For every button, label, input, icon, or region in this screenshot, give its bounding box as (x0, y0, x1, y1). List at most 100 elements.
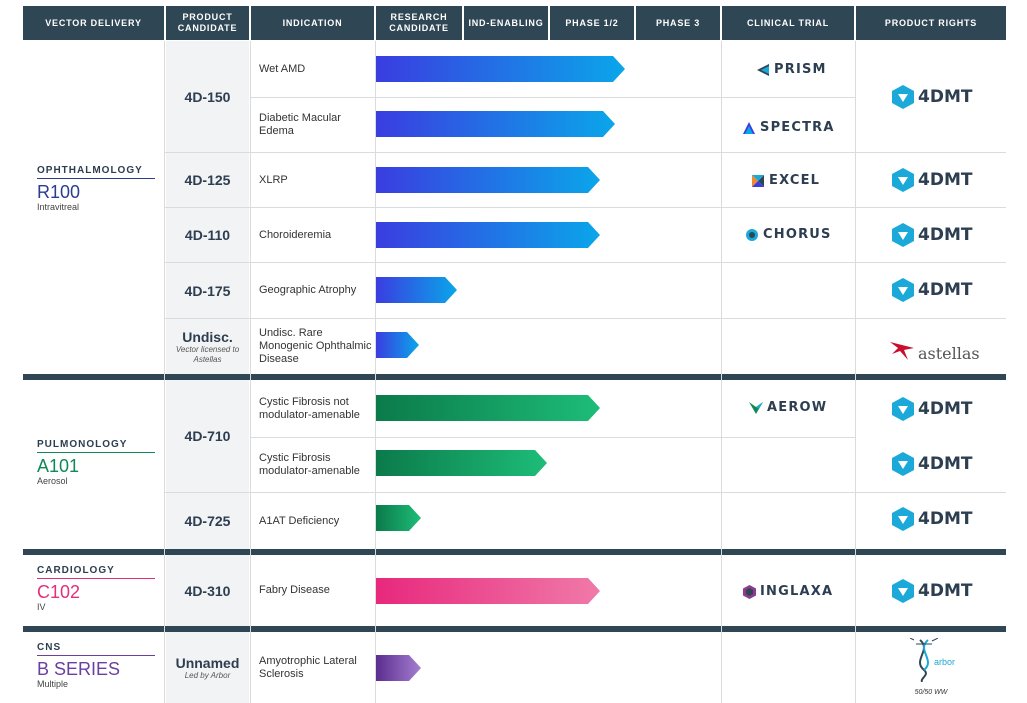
candidate-4d-110: 4D-110 (166, 208, 249, 262)
candidate-4d-175: 4D-175 (166, 263, 249, 318)
4dmt-icon (892, 223, 914, 247)
4dmt-icon (892, 579, 914, 603)
area-underline (37, 178, 155, 179)
trial-name: CHORUS (763, 227, 832, 242)
area-pulmonology: PULMONOLOGY A101 Aerosol (37, 439, 162, 486)
candidate-note: Led by Arbor (184, 670, 231, 680)
indication-cell: Geographic Atrophy (251, 263, 374, 318)
progress-arrow (376, 505, 421, 531)
progress-arrow (376, 395, 600, 421)
rights-4dmt: 4DMT (892, 507, 972, 531)
indication-text: Fabry Disease (259, 584, 330, 596)
rights-label: astellas (918, 344, 980, 363)
progress-arrow (376, 167, 600, 193)
progress-arrow (376, 332, 419, 358)
indication-cell: Cystic Fibrosis modulator-amenable (251, 438, 374, 492)
candidate-name: 4D-110 (184, 227, 231, 243)
rights-label: 4DMT (918, 225, 973, 245)
4dmt-icon (892, 452, 914, 476)
rights-label: 4DMT (918, 581, 973, 601)
header-ind-enabling: IND-ENABLING (464, 6, 548, 40)
trial-logo-spectra: SPECTRA (742, 120, 835, 135)
chorus-icon (746, 228, 758, 241)
candidate-name: 4D-175 (184, 282, 231, 299)
trial-name: PRISM (774, 62, 827, 77)
area-name: OPHTHALMOLOGY (37, 165, 143, 176)
candidate-name: 4D-310 (184, 582, 231, 599)
indication-text: Wet AMD (259, 62, 306, 75)
header-vector-delivery: VECTOR DELIVERY (23, 6, 164, 40)
candidate-4d-125: 4D-125 (166, 153, 249, 207)
trial-name: AEROW (767, 400, 828, 415)
progress-bar (376, 56, 625, 82)
arbor-dna-icon: arbor biotech (909, 637, 987, 683)
indication-text: XLRP (259, 173, 288, 186)
progress-bar (376, 395, 600, 421)
area-cardiology: CARDIOLOGY C102 IV (37, 565, 162, 612)
area-route: Multiple (37, 679, 69, 689)
candidate-undisclosed: Undisc. Vector licensed to Astellas (166, 319, 249, 374)
progress-arrow (376, 277, 457, 303)
progress-arrow (376, 222, 600, 248)
trial-name: INGLAXA (760, 584, 834, 599)
candidate-name: 4D-125 (184, 172, 231, 188)
indication-cell: Undisc. Rare Monogenic Ophthalmic Diseas… (251, 319, 374, 374)
progress-bar (376, 111, 615, 137)
candidate-4d-310: 4D-310 (166, 555, 249, 626)
progress-bar (376, 222, 600, 248)
rights-label: 4DMT (918, 170, 973, 190)
progress-bar (376, 167, 600, 193)
indication-cell: Amyotrophic Lateral Sclerosis (251, 632, 374, 703)
indication-cell: XLRP (251, 153, 374, 207)
rights-label: 4DMT (918, 280, 973, 300)
area-code: R100 (37, 182, 81, 202)
rights-4dmt: 4DMT (892, 579, 972, 603)
header-clinical-trial: CLINICAL TRIAL (722, 6, 854, 40)
area-code: B SERIES (37, 659, 121, 679)
area-route: Intravitreal (37, 202, 80, 212)
trial-logo-prism: PRISM (756, 62, 827, 77)
trial-logo-inglaxa: INGLAXA (743, 584, 833, 599)
candidate-name: 4D-710 (184, 428, 231, 444)
area-cns: CNS B SERIES Multiple (37, 642, 162, 689)
progress-bar (376, 277, 457, 303)
prism-icon (757, 63, 769, 76)
candidate-note: Vector licensed to Astellas (175, 344, 240, 364)
progress-arrow (376, 578, 600, 604)
trial-name: EXCEL (769, 173, 821, 188)
area-name: CARDIOLOGY (37, 565, 115, 576)
progress-arrow (376, 655, 421, 681)
rights-label: 4DMT (918, 454, 973, 474)
header-phase-3: PHASE 3 (636, 6, 720, 40)
header-phase-1-2: PHASE 1/2 (550, 6, 634, 40)
area-underline (37, 452, 155, 453)
candidate-4d-150: 4D-150 (166, 41, 249, 152)
candidate-unnamed: Unnamed Led by Arbor (166, 632, 249, 703)
header-indication: INDICATION (251, 6, 374, 40)
indication-cell: A1AT Deficiency (251, 493, 374, 549)
header-product-candidate: PRODUCT CANDIDATE (166, 6, 249, 40)
progress-bar (376, 578, 600, 604)
rights-4dmt: 4DMT (892, 452, 972, 476)
area-name: PULMONOLOGY (37, 439, 128, 450)
progress-bar (376, 450, 547, 476)
section-divider-pulmonology (23, 374, 1006, 380)
area-code: C102 (37, 582, 81, 602)
area-ophthalmology: OPHTHALMOLOGY R100 Intravitreal (37, 165, 162, 212)
aerow-icon (749, 401, 763, 414)
trial-logo-chorus: CHORUS (745, 227, 832, 242)
area-route: IV (37, 602, 46, 612)
rights-label: arbor biotech (934, 657, 956, 667)
4dmt-icon (892, 397, 914, 421)
4dmt-icon (892, 278, 914, 302)
indication-text: Geographic Atrophy (259, 284, 357, 296)
candidate-name: Undisc. (182, 328, 233, 345)
rights-4dmt: 4DMT (892, 223, 972, 247)
progress-arrow (376, 56, 625, 82)
candidate-4d-725: 4D-725 (166, 493, 249, 549)
progress-bar (376, 332, 419, 358)
candidate-name: 4D-725 (184, 513, 231, 529)
rights-4dmt: 4DMT (892, 278, 972, 302)
trial-logo-aerow: AEROW (749, 400, 827, 415)
header-product-rights: PRODUCT RIGHTS (856, 6, 1006, 40)
